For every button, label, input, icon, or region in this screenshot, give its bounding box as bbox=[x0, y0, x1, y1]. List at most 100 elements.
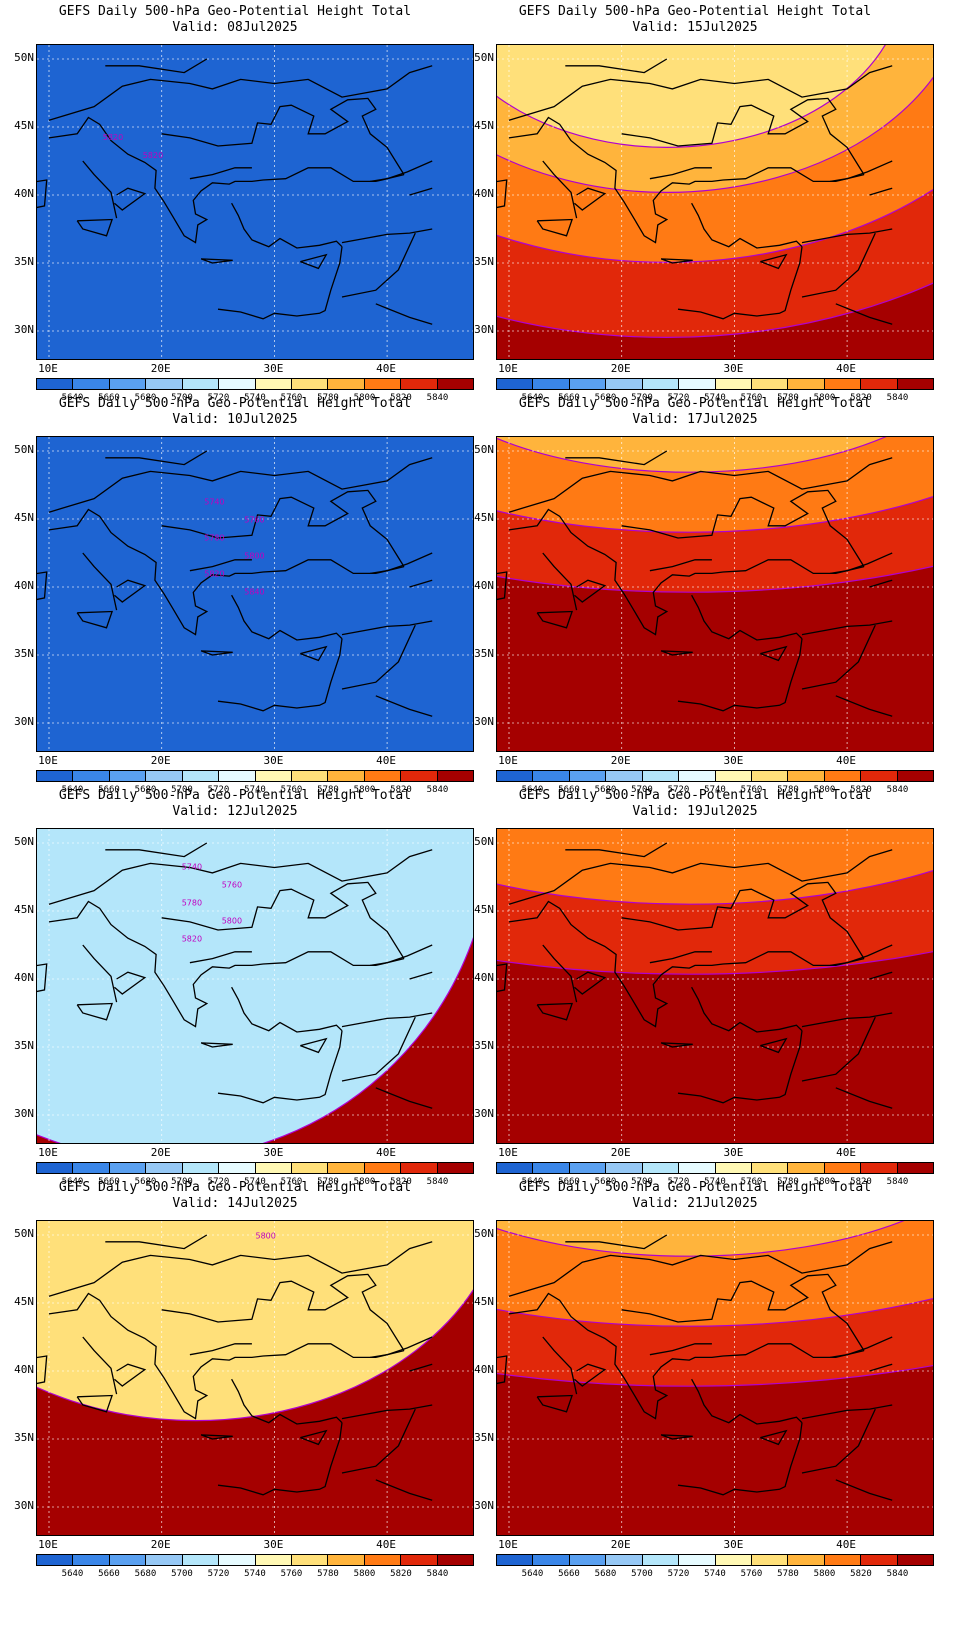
panel-valid-date: Valid: 10Jul2025 bbox=[172, 412, 298, 427]
contour-label: 5740 bbox=[204, 498, 224, 507]
coastline bbox=[573, 579, 607, 603]
colorbar-label: 5700 bbox=[171, 785, 193, 795]
coastline bbox=[189, 167, 252, 180]
coastline bbox=[375, 1087, 433, 1109]
lon-tick-label: 20E bbox=[610, 1146, 631, 1159]
lat-tick-label: 35N bbox=[14, 255, 34, 268]
lon-tick-label: 30E bbox=[723, 1538, 744, 1551]
map-plot: 5820582058405840 bbox=[496, 828, 934, 1144]
colorbar-swatch bbox=[715, 1163, 752, 1173]
colorbar-swatch bbox=[37, 379, 74, 389]
coastline bbox=[341, 1016, 416, 1082]
colorbar-label: 5740 bbox=[704, 393, 726, 403]
colorbar-swatch bbox=[291, 1555, 329, 1565]
colorbar-label: 5820 bbox=[390, 393, 412, 403]
lat-tick-label: 50N bbox=[14, 835, 34, 848]
coastline bbox=[830, 160, 893, 183]
coastline bbox=[660, 650, 693, 656]
coastline bbox=[801, 620, 893, 636]
lat-tick-label: 35N bbox=[474, 1039, 494, 1052]
colorbar-swatch bbox=[291, 771, 329, 781]
lon-tick-label: 20E bbox=[610, 754, 631, 767]
colorbar-label: 5740 bbox=[704, 785, 726, 795]
colorbar-label: 5840 bbox=[426, 1569, 449, 1579]
map-panel: GEFS Daily 500-hPa Geo-Potential Height … bbox=[460, 0, 934, 410]
colorbar-swatch bbox=[146, 1555, 183, 1565]
colorbar-swatch bbox=[109, 379, 147, 389]
lat-tick-label: 40N bbox=[14, 579, 34, 592]
coastline bbox=[76, 218, 114, 237]
lon-tick-label: 20E bbox=[150, 1538, 171, 1551]
coastline bbox=[231, 594, 343, 641]
colorbar-swatch bbox=[401, 379, 438, 389]
colorbar-label: 5760 bbox=[740, 393, 763, 403]
colorbar-label: 5660 bbox=[558, 393, 580, 403]
colorbar-label: 5840 bbox=[886, 1569, 909, 1579]
coastline bbox=[37, 179, 48, 209]
colorbar-swatch bbox=[255, 1555, 292, 1565]
colorbar-label: 5700 bbox=[631, 1569, 653, 1579]
colorbar-swatch bbox=[73, 1555, 110, 1565]
lat-tick-label: 35N bbox=[474, 647, 494, 660]
height-band-5720 bbox=[37, 829, 473, 1143]
colorbar-swatch bbox=[497, 1555, 534, 1565]
coastline bbox=[161, 489, 405, 567]
coastline bbox=[409, 1363, 433, 1372]
coastline bbox=[830, 944, 893, 967]
colorbar-swatch bbox=[219, 1163, 256, 1173]
lon-tick-label: 10E bbox=[498, 754, 518, 767]
coastline bbox=[105, 58, 208, 74]
colorbar-swatch bbox=[182, 771, 220, 781]
colorbar-swatch bbox=[182, 379, 220, 389]
coastline bbox=[830, 552, 893, 575]
lat-tick-label: 40N bbox=[14, 971, 34, 984]
lon-tick-label: 40E bbox=[836, 362, 857, 375]
colorbar-label: 5800 bbox=[353, 785, 376, 795]
coastline bbox=[536, 1394, 574, 1413]
map-svg: 5820582058405840 bbox=[497, 829, 933, 1143]
map-svg: 5820 bbox=[497, 45, 933, 359]
colorbar-swatch bbox=[437, 1163, 474, 1173]
lon-tick-label: 30E bbox=[263, 362, 284, 375]
colorbar-swatch bbox=[533, 771, 570, 781]
lat-tick-label: 50N bbox=[14, 1227, 34, 1240]
colorbar-label: 5660 bbox=[98, 785, 120, 795]
colorbar-swatch bbox=[861, 1555, 898, 1565]
coastline bbox=[76, 1002, 114, 1021]
map-svg: 5780 5800 bbox=[37, 1221, 473, 1535]
coastline bbox=[370, 552, 433, 575]
colorbar-label: 5780 bbox=[317, 1177, 339, 1187]
coastline bbox=[48, 900, 405, 1028]
colorbar-label: 5760 bbox=[280, 393, 303, 403]
colorbar-swatch bbox=[328, 1163, 365, 1173]
coastline bbox=[508, 116, 865, 244]
colorbar-label: 5640 bbox=[521, 785, 544, 795]
colorbar-label: 5820 bbox=[850, 1569, 872, 1579]
lon-tick-label: 20E bbox=[150, 362, 171, 375]
lon-tick-label: 10E bbox=[38, 754, 58, 767]
colorbar-swatch bbox=[364, 1555, 402, 1565]
coastline bbox=[105, 1234, 208, 1250]
lon-tick-label: 30E bbox=[723, 1146, 744, 1159]
coastline bbox=[536, 218, 574, 237]
colorbar-label: 5780 bbox=[777, 1569, 799, 1579]
map-panel: GEFS Daily 500-hPa Geo-Potential Height … bbox=[0, 1176, 474, 1586]
colorbar-swatch bbox=[533, 1555, 570, 1565]
panel-title: GEFS Daily 500-hPa Geo-Potential Height … bbox=[460, 4, 930, 36]
contour-label: 5820 bbox=[103, 133, 123, 142]
colorbar-label: 5740 bbox=[244, 1177, 266, 1187]
lon-tick-label: 20E bbox=[610, 362, 631, 375]
coastline bbox=[161, 97, 405, 175]
colorbar-swatch bbox=[897, 1163, 934, 1173]
contour-label: 5740 bbox=[182, 862, 202, 871]
lat-tick-label: 40N bbox=[474, 187, 494, 200]
colorbar-swatch bbox=[897, 1555, 934, 1565]
colorbar-label: 5800 bbox=[813, 1569, 836, 1579]
coastline bbox=[48, 1292, 405, 1420]
colorbar-label: 5780 bbox=[777, 785, 799, 795]
lon-tick-label: 20E bbox=[610, 1538, 631, 1551]
lon-tick-label: 20E bbox=[150, 754, 171, 767]
colorbar-label: 5680 bbox=[594, 1569, 617, 1579]
colorbar-label: 5660 bbox=[558, 1569, 580, 1579]
colorbar-label: 5660 bbox=[98, 1569, 120, 1579]
